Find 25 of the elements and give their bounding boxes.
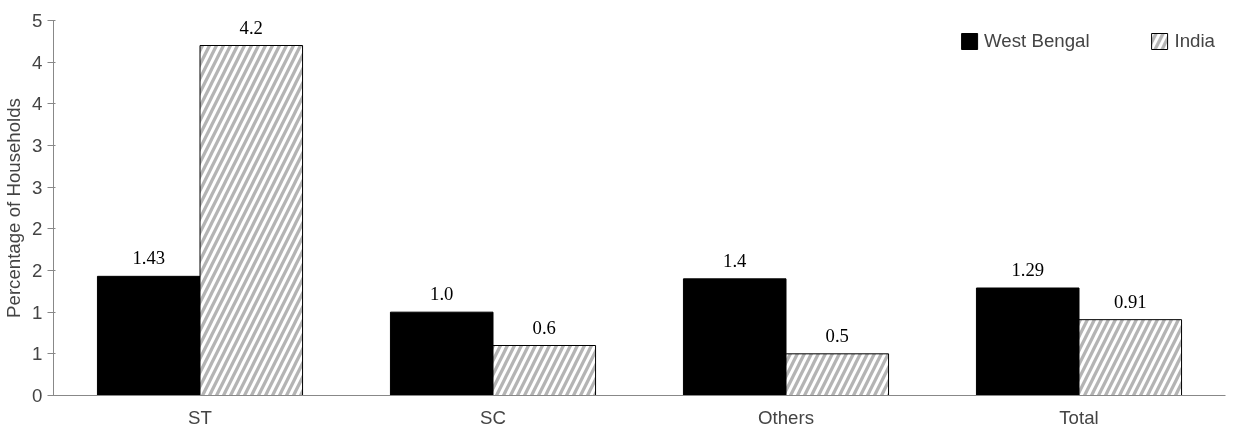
x-tick-label: Total bbox=[1059, 406, 1099, 428]
x-tick-label: Others bbox=[758, 406, 815, 428]
data-label: 1.29 bbox=[1011, 259, 1045, 280]
y-tick-label: 3 bbox=[32, 135, 43, 156]
y-tick-label: 5 bbox=[32, 10, 43, 31]
y-tick-label: 0 bbox=[32, 385, 43, 406]
y-tick-label: 4 bbox=[32, 93, 43, 115]
y-axis-title: Percentage of Households bbox=[3, 98, 25, 318]
y-tick-label: 3 bbox=[32, 176, 43, 198]
x-tick-label: SC bbox=[480, 406, 506, 428]
y-tick-label: 1 bbox=[32, 343, 43, 365]
data-label: 1.43 bbox=[132, 247, 166, 269]
data-label: 4.2 bbox=[239, 16, 263, 38]
data-label: 0.5 bbox=[825, 324, 849, 346]
x-tick-label: ST bbox=[188, 406, 212, 428]
data-label: 0.6 bbox=[532, 316, 556, 338]
legend-label: West Bengal bbox=[984, 30, 1090, 52]
data-label: 0.91 bbox=[1113, 290, 1147, 312]
y-tick-label: 2 bbox=[32, 218, 43, 240]
y-tick-label: 2 bbox=[32, 260, 43, 281]
y-tick-label: 1 bbox=[32, 301, 43, 323]
legend-label: India bbox=[1174, 30, 1215, 52]
y-tick-label: 4 bbox=[32, 51, 43, 73]
data-label: 1.4 bbox=[723, 249, 748, 271]
data-label: 1.0 bbox=[430, 283, 454, 305]
